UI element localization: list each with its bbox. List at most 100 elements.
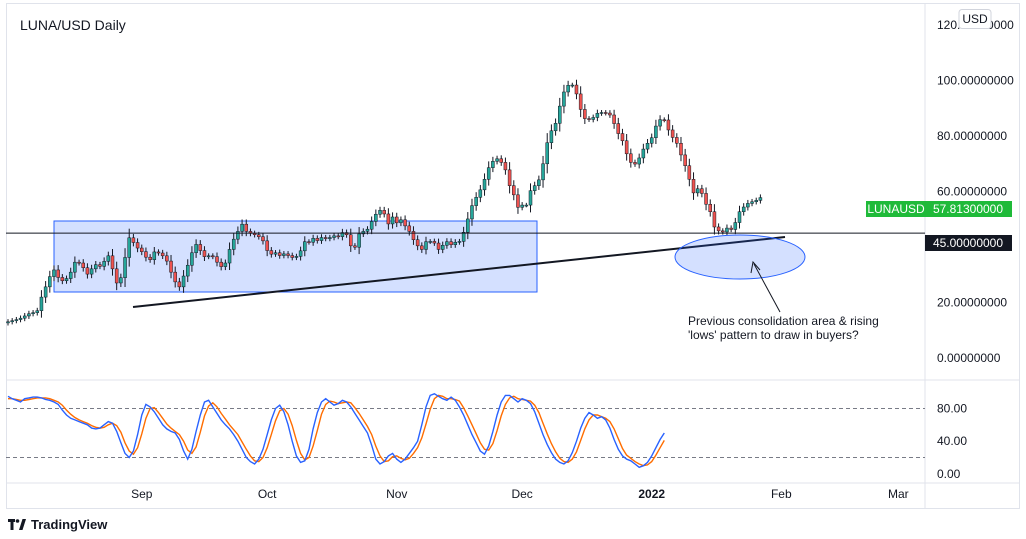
candle [294, 253, 299, 261]
candle [357, 227, 361, 255]
candle [729, 225, 733, 233]
candle [466, 212, 470, 240]
candle [102, 257, 106, 271]
candle [503, 157, 508, 175]
candle [629, 148, 633, 168]
candle [725, 224, 729, 236]
candles-layer [6, 79, 763, 326]
candle [277, 249, 282, 259]
candle [449, 238, 453, 249]
candle [311, 234, 315, 246]
candle [457, 238, 462, 245]
candle [608, 110, 612, 118]
rising-trendline[interactable] [132, 236, 786, 308]
candle [420, 242, 424, 253]
candle [754, 197, 758, 205]
candle [666, 114, 671, 136]
candle [344, 229, 349, 238]
annotation-line-2: 'lows' pattern to draw in buyers? [688, 328, 859, 342]
chart-frame [6, 3, 1020, 509]
candle [336, 233, 340, 240]
candle [148, 254, 152, 263]
time-tick-label: Feb [771, 487, 792, 501]
candle [528, 183, 533, 213]
candle [315, 235, 320, 244]
candle [658, 115, 662, 131]
candle [273, 250, 278, 257]
price-axis[interactable]: 0.0000000020.0000000040.0000000060.00000… [937, 18, 1014, 365]
candle [6, 319, 10, 326]
candle [160, 249, 165, 259]
candle [206, 253, 211, 260]
candle [399, 216, 403, 227]
candle [436, 238, 441, 254]
candle [432, 238, 437, 246]
candle [290, 252, 294, 261]
stochastic-pane [6, 393, 925, 469]
time-tick-label: Mar [888, 487, 909, 501]
candle [470, 198, 474, 226]
candle [599, 109, 604, 116]
candle [520, 202, 524, 211]
price-tick-label: 20.00000000 [937, 295, 1007, 309]
candle [440, 241, 445, 254]
oscillator-tick-label: 80.00 [937, 402, 967, 416]
candle [73, 256, 77, 278]
candle [578, 86, 583, 118]
currency-button[interactable] [958, 9, 992, 29]
candle [758, 194, 763, 204]
price-tick-label: 60.00000000 [937, 185, 1007, 199]
candle [616, 117, 621, 140]
candle [94, 261, 98, 273]
candle [114, 261, 119, 291]
candle [704, 187, 708, 211]
candle [98, 261, 102, 270]
tradingview-logo-icon [8, 519, 26, 530]
candle [194, 239, 198, 258]
candle [566, 80, 570, 97]
candle [549, 124, 554, 150]
candle [81, 259, 85, 272]
candle [474, 192, 478, 211]
candle [537, 175, 541, 190]
brand-name: TradingView [31, 517, 108, 532]
candle [374, 209, 378, 227]
candle [35, 307, 40, 316]
candle [679, 136, 683, 162]
candle [110, 249, 115, 276]
candle [570, 82, 575, 88]
candle [298, 246, 303, 261]
candle [323, 234, 328, 242]
candle [303, 236, 307, 257]
candle [390, 212, 395, 229]
candle [603, 110, 608, 116]
candle [733, 217, 738, 235]
candle [482, 173, 487, 196]
candle [48, 270, 52, 293]
candle [512, 180, 516, 201]
candle [131, 233, 136, 247]
candle [382, 206, 386, 218]
candle [583, 104, 587, 125]
candle [332, 233, 336, 241]
candle [177, 277, 182, 291]
candle [236, 226, 240, 245]
highlight-ellipse[interactable] [674, 234, 806, 280]
candle [499, 155, 503, 166]
time-axis[interactable]: Sep Oct Nov Dec 2022 Feb Mar [131, 487, 909, 501]
candle [185, 259, 190, 283]
candle [10, 318, 14, 325]
annotation-line-1: Previous consolidation area & rising [688, 314, 879, 328]
candle [190, 246, 194, 272]
candle [231, 233, 236, 256]
candle [123, 248, 127, 288]
time-tick-label: 2022 [638, 487, 665, 501]
candle [169, 254, 173, 279]
candle [687, 158, 692, 187]
candle [683, 148, 687, 172]
level-badge-value: 45.00000000 [933, 236, 1003, 250]
candle [394, 212, 399, 228]
candle [553, 118, 558, 136]
candle [700, 184, 704, 198]
